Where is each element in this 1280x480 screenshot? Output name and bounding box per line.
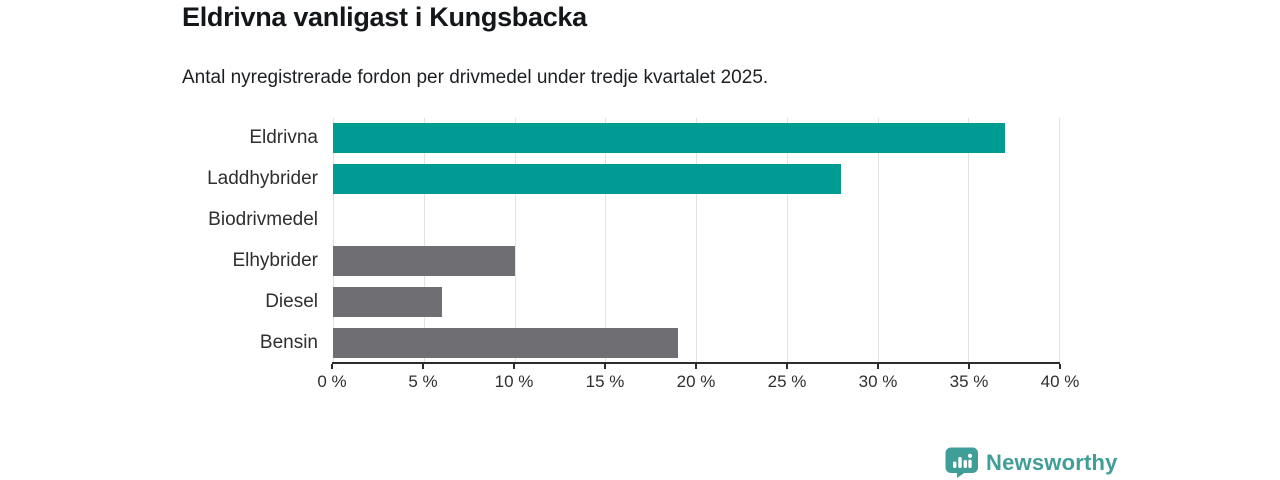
bar-eldrivna bbox=[333, 123, 1005, 154]
category-axis: Eldrivna Laddhybrider Biodrivmedel Elhybrid… bbox=[0, 118, 318, 363]
bar-laddhybrider bbox=[333, 164, 842, 195]
plot-area bbox=[333, 118, 1060, 363]
category-label: Biodrivmedel bbox=[208, 209, 318, 231]
grid-line bbox=[605, 118, 607, 363]
newsworthy-logo: Newsworthy bbox=[945, 447, 1118, 478]
chart-title: Eldrivna vanligast i Kungsbacka bbox=[182, 2, 587, 32]
x-axis-tick bbox=[422, 364, 424, 369]
grid-line bbox=[786, 118, 788, 363]
x-axis-tick bbox=[877, 364, 879, 369]
x-axis-tick bbox=[513, 364, 515, 369]
bar-bensin bbox=[333, 327, 678, 358]
grid-line bbox=[696, 118, 697, 363]
x-tick-label: 0 % bbox=[317, 372, 347, 391]
category-label: Diesel bbox=[265, 290, 318, 312]
x-tick-label: 20 % bbox=[676, 372, 716, 391]
bar-elhybrider bbox=[333, 245, 515, 276]
category-label: Bensin bbox=[259, 331, 318, 353]
grid-line bbox=[877, 118, 879, 363]
x-tick-label: 30 % bbox=[858, 372, 898, 391]
x-tick-label: 5 % bbox=[408, 372, 438, 391]
category-label: Elhybrider bbox=[232, 249, 318, 271]
x-axis-tick bbox=[1059, 364, 1061, 369]
grid-line bbox=[1059, 118, 1060, 363]
x-tick-label: 10 % bbox=[494, 372, 534, 391]
x-axis-tick bbox=[968, 364, 970, 369]
newsworthy-logo-icon bbox=[945, 447, 978, 478]
x-tick-label: 25 % bbox=[767, 372, 807, 391]
grid-line bbox=[333, 118, 334, 363]
x-axis-tick bbox=[695, 364, 697, 369]
x-tick-label: 15 % bbox=[585, 372, 625, 391]
grid-line bbox=[423, 118, 425, 363]
x-axis-tick bbox=[331, 364, 333, 369]
x-tick-label: 40 % bbox=[1040, 372, 1080, 391]
chart-subtitle: Antal nyregistrerade fordon per drivmede… bbox=[182, 67, 769, 88]
grid-line bbox=[968, 118, 970, 363]
category-label: Eldrivna bbox=[249, 127, 318, 149]
x-axis-tick bbox=[604, 364, 606, 369]
bar-diesel bbox=[333, 286, 442, 317]
x-tick-label: 35 % bbox=[949, 372, 989, 391]
category-label: Laddhybrider bbox=[207, 168, 318, 190]
x-axis-line bbox=[332, 362, 1060, 364]
grid-line bbox=[514, 118, 516, 363]
x-axis-tick bbox=[786, 364, 788, 369]
newsworthy-logo-text: Newsworthy bbox=[986, 449, 1118, 475]
